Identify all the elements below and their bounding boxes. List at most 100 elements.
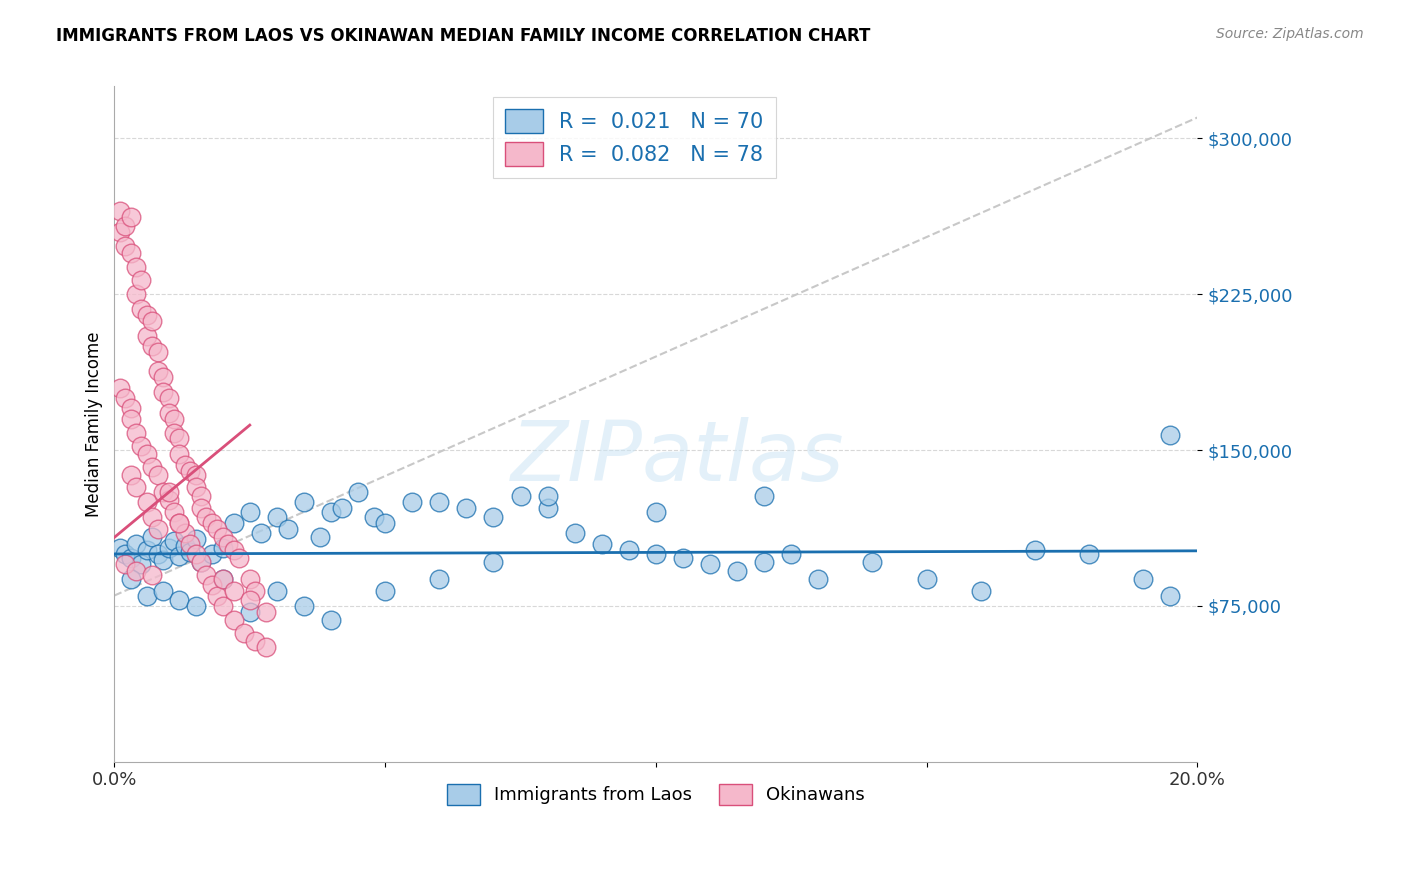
Point — [163, 534, 186, 549]
Point — [1159, 589, 1181, 603]
Point — [190, 501, 212, 516]
Point — [184, 533, 207, 547]
Point — [254, 640, 277, 655]
Point — [249, 526, 271, 541]
Point — [135, 495, 157, 509]
Point — [780, 547, 803, 561]
Point — [146, 364, 169, 378]
Point — [131, 272, 153, 286]
Point — [163, 426, 186, 441]
Point — [211, 572, 233, 586]
Point — [201, 578, 224, 592]
Point — [211, 530, 233, 544]
Point — [131, 301, 153, 316]
Point — [125, 426, 148, 441]
Point — [157, 541, 180, 555]
Point — [157, 391, 180, 405]
Point — [146, 467, 169, 482]
Point — [807, 572, 830, 586]
Point — [222, 542, 245, 557]
Point — [141, 509, 163, 524]
Point — [245, 634, 267, 648]
Point — [1024, 542, 1046, 557]
Point — [141, 459, 163, 474]
Legend: Immigrants from Laos, Okinawans: Immigrants from Laos, Okinawans — [439, 774, 873, 814]
Point — [169, 516, 191, 530]
Point — [1159, 428, 1181, 442]
Point — [482, 509, 505, 524]
Point — [245, 584, 267, 599]
Text: ZIPatlas: ZIPatlas — [510, 417, 845, 499]
Point — [152, 370, 174, 384]
Point — [141, 314, 163, 328]
Text: IMMIGRANTS FROM LAOS VS OKINAWAN MEDIAN FAMILY INCOME CORRELATION CHART: IMMIGRANTS FROM LAOS VS OKINAWAN MEDIAN … — [56, 27, 870, 45]
Point — [319, 614, 342, 628]
Point — [131, 439, 153, 453]
Point — [239, 572, 262, 586]
Point — [108, 541, 131, 555]
Point — [152, 484, 174, 499]
Point — [184, 599, 207, 613]
Point — [211, 541, 233, 555]
Point — [173, 539, 195, 553]
Point — [131, 558, 153, 572]
Point — [319, 505, 342, 519]
Point — [207, 589, 229, 603]
Point — [169, 431, 191, 445]
Point — [179, 464, 201, 478]
Point — [292, 599, 315, 613]
Point — [135, 447, 157, 461]
Point — [120, 211, 142, 225]
Point — [120, 245, 142, 260]
Point — [157, 484, 180, 499]
Point — [195, 567, 218, 582]
Point — [427, 495, 450, 509]
Point — [725, 564, 748, 578]
Text: Source: ZipAtlas.com: Source: ZipAtlas.com — [1216, 27, 1364, 41]
Point — [146, 547, 169, 561]
Point — [754, 489, 776, 503]
Point — [157, 492, 180, 507]
Point — [347, 484, 370, 499]
Point — [169, 516, 191, 530]
Point — [482, 555, 505, 569]
Point — [195, 509, 218, 524]
Point — [125, 564, 148, 578]
Point — [217, 536, 239, 550]
Point — [179, 545, 201, 559]
Point — [135, 589, 157, 603]
Point — [163, 412, 186, 426]
Point — [266, 509, 288, 524]
Point — [564, 526, 586, 541]
Point — [1078, 547, 1101, 561]
Point — [125, 260, 148, 275]
Point — [114, 219, 136, 233]
Point — [146, 522, 169, 536]
Point — [222, 584, 245, 599]
Point — [108, 225, 131, 239]
Point — [536, 489, 558, 503]
Point — [401, 495, 423, 509]
Point — [277, 522, 299, 536]
Point — [190, 555, 212, 569]
Point — [157, 406, 180, 420]
Point — [239, 605, 262, 619]
Point — [672, 551, 695, 566]
Point — [114, 547, 136, 561]
Point — [201, 516, 224, 530]
Point — [141, 567, 163, 582]
Point — [184, 480, 207, 494]
Point — [120, 551, 142, 566]
Point — [509, 489, 531, 503]
Point — [233, 626, 256, 640]
Point — [135, 542, 157, 557]
Point — [135, 308, 157, 322]
Point — [207, 522, 229, 536]
Point — [617, 542, 640, 557]
Point — [374, 584, 396, 599]
Point — [169, 549, 191, 563]
Point — [120, 412, 142, 426]
Point — [184, 467, 207, 482]
Point — [754, 555, 776, 569]
Point — [125, 480, 148, 494]
